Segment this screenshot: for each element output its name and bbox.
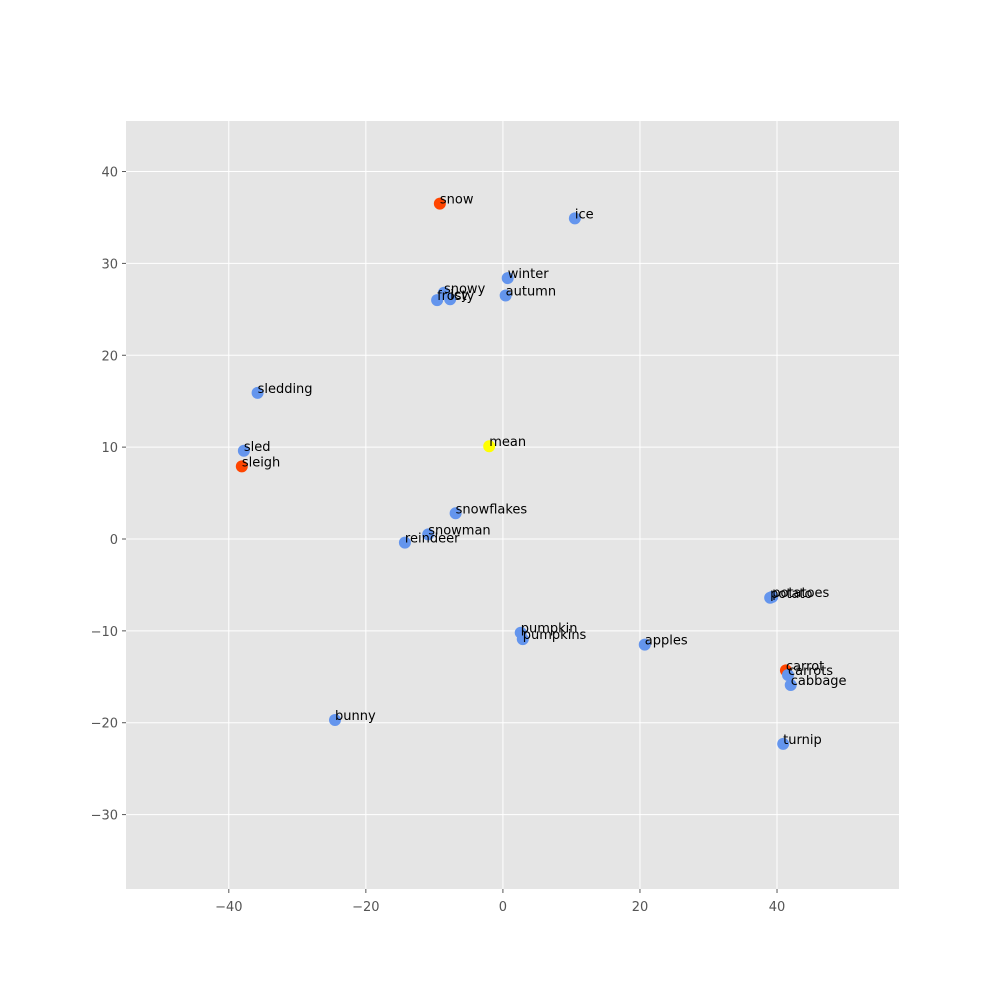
point [237,444,250,457]
y-tick-label: 0 [110,533,118,548]
point [568,212,581,225]
point-label: snowy [444,282,486,297]
point [499,289,512,302]
point [449,507,462,520]
point [784,679,797,692]
x-tick-label: 20 [632,900,649,915]
point [251,386,264,399]
point-label: cabbage [791,674,847,689]
point [516,633,529,646]
y-tick-label: 40 [101,166,118,181]
point-label: snow [440,193,474,208]
point-label: bunny [335,709,376,724]
point-label: mean [489,435,526,450]
point-label: carrots [788,664,833,679]
point [422,528,435,541]
y-tick-label: 20 [101,349,118,364]
point-label: pumpkins [523,628,587,643]
point-label: snowflakes [456,502,528,517]
point-label: potatoes [772,586,829,601]
point [501,272,514,285]
plot-area [126,121,899,889]
point-label: ice [575,207,594,222]
x-tick-label: −40 [215,900,242,915]
point [444,293,457,306]
x-tick-label: −20 [352,900,379,915]
point [433,197,446,210]
point [483,440,496,453]
x-tick-label: 0 [499,900,507,915]
point-label: pumpkin [521,622,578,637]
y-tick-label: 10 [101,441,118,456]
point-label: turnip [783,733,822,748]
point [766,590,779,603]
y-tick-label: −30 [91,809,118,824]
point-label: snowman [428,523,490,538]
point-label: sleigh [242,455,280,470]
x-tick-label: 40 [769,900,786,915]
y-tick-label: −10 [91,625,118,640]
point-label: autumn [506,285,556,300]
point-label: carrot [786,659,824,674]
point [398,536,411,549]
y-tick-label: 30 [101,257,118,272]
point-label: winter [508,267,550,282]
point [781,668,794,681]
y-tick-label: −20 [91,717,118,732]
point-label: icy [450,288,469,303]
point [638,638,651,651]
point-label: apples [645,634,688,649]
point-label: reindeer [405,532,460,547]
point-label: sled [244,440,271,455]
point-label: potato [770,587,812,602]
point [329,713,342,726]
point [777,737,790,750]
point-label: frosty [437,289,474,304]
point-label: sledding [258,382,313,397]
point [431,294,444,307]
point [235,460,248,473]
